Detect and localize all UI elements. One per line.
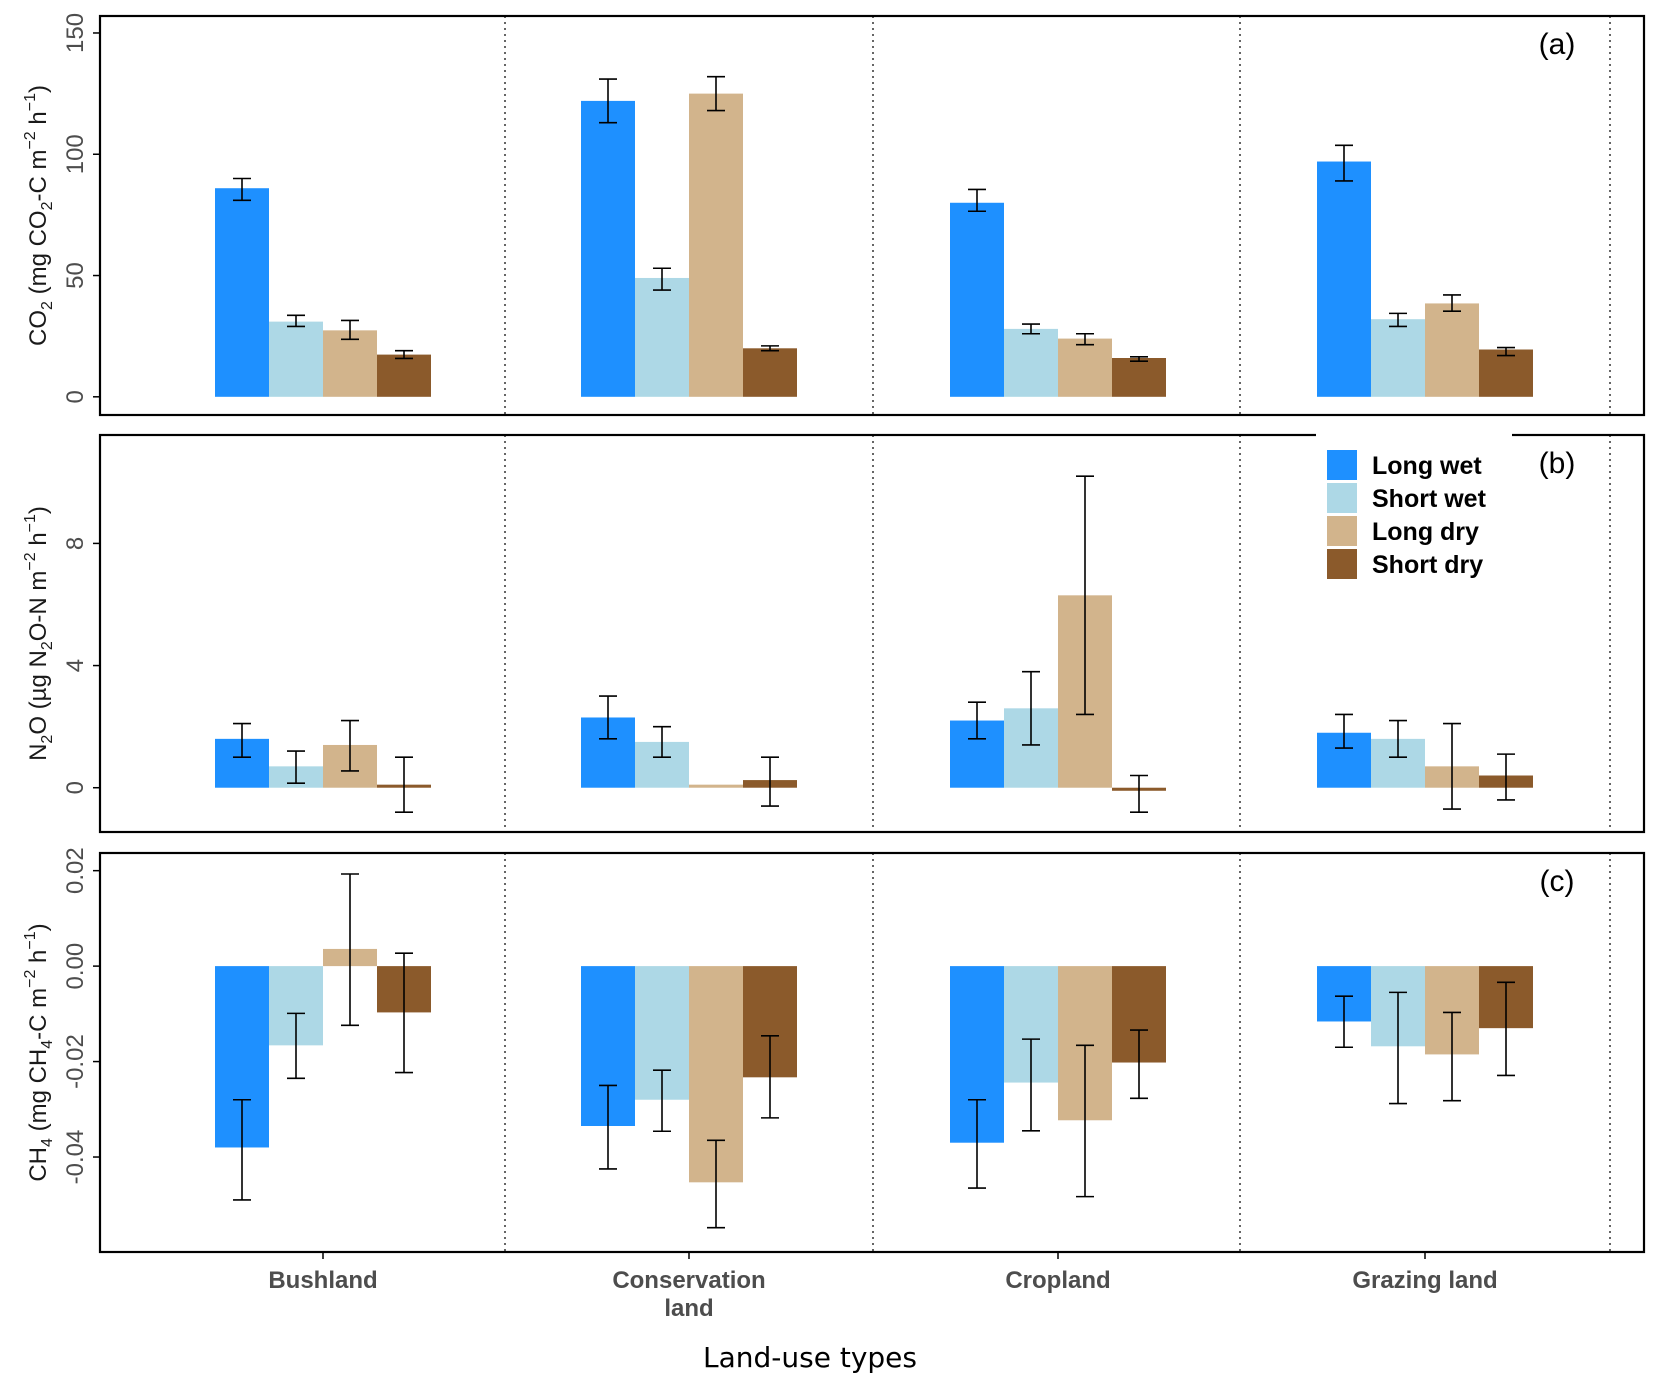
legend-swatch (1327, 549, 1357, 579)
y-axis-title-part: CO (25, 310, 52, 346)
y-tick-label: -0.02 (62, 1034, 89, 1089)
y-axis-title-part: 2 (39, 201, 56, 210)
x-tick-label: Bushland (268, 1267, 377, 1294)
legend-label: Long wet (1372, 452, 1482, 480)
y-axis-title-part: 2 (39, 301, 56, 310)
bar (689, 93, 743, 397)
y-tick-label: -0.04 (62, 1130, 89, 1185)
y-axis-title-part: (mg CO (25, 210, 52, 301)
bar (1479, 349, 1533, 397)
y-tick-label: 50 (62, 262, 89, 289)
y-axis-title-part: −1 (22, 931, 39, 949)
y-axis-title: N2O (µg N2O-N m−2 h−1) (22, 506, 56, 761)
y-axis-title: CH4 (mg CH4-C m−2 h−1) (22, 923, 56, 1181)
x-axis-title: Land-use types (703, 1341, 917, 1374)
y-axis-title-part: ) (25, 85, 52, 93)
panel-tag: (b) (1539, 447, 1576, 480)
y-axis-title-part: ) (25, 923, 52, 931)
bar (635, 277, 689, 397)
y-tick-label: 0 (62, 781, 89, 794)
bar (1317, 161, 1371, 397)
y-axis-title-part: CH (25, 1147, 52, 1182)
bar (689, 784, 743, 788)
y-axis-title-part: -C m (25, 988, 52, 1040)
y-axis-title-part: 2 (39, 641, 56, 650)
y-axis-title-part: N (25, 744, 52, 761)
y-axis-title-part: h (25, 950, 52, 970)
y-axis-title-part: 2 (39, 735, 56, 744)
y-tick-label: 0.00 (62, 943, 89, 990)
legend-label: Long dry (1372, 518, 1479, 546)
legend-swatch (1327, 483, 1357, 513)
y-axis-title-part: −2 (22, 552, 39, 570)
x-tick-label: Conservation (612, 1267, 765, 1294)
panel-frame (98, 14, 1646, 417)
bar (1058, 338, 1112, 397)
y-tick-label: 150 (62, 13, 89, 53)
legend-swatch (1327, 450, 1357, 480)
y-axis-title-part: −2 (22, 131, 39, 149)
legend-label: Short dry (1372, 551, 1483, 579)
y-axis-title-part: (mg CH (25, 1049, 52, 1138)
y-axis-title-part: ) (25, 506, 52, 514)
panel-tag: (a) (1539, 28, 1576, 61)
bar (1004, 328, 1058, 397)
y-axis-title-part: 4 (39, 1138, 56, 1147)
bar (743, 348, 797, 397)
bar (269, 321, 323, 397)
bar (1425, 303, 1479, 397)
y-axis-title-part: -C m (25, 150, 52, 202)
y-tick-label: 4 (62, 659, 89, 672)
bar (215, 188, 269, 397)
panel-frame (98, 851, 1646, 1254)
y-axis-title-part: O-N m (25, 571, 52, 642)
x-tick-label: Grazing land (1352, 1267, 1497, 1294)
bar (377, 354, 431, 397)
y-axis-title-part: −2 (22, 970, 39, 988)
legend-label: Short wet (1372, 485, 1487, 513)
bar (950, 202, 1004, 397)
legend-swatch (1327, 516, 1357, 546)
legend: Long wet Short wet Long dry Short dry (1316, 425, 1512, 579)
bar (581, 100, 635, 397)
bar (1112, 358, 1166, 397)
y-axis-title-part: O (µg N (25, 650, 52, 735)
y-axis-title-part: h (25, 532, 52, 552)
y-axis-title-part: h (25, 111, 52, 131)
y-tick-label: 100 (62, 134, 89, 174)
y-axis-title-part: −1 (22, 93, 39, 111)
x-tick-label: Cropland (1005, 1267, 1110, 1294)
y-axis-title-part: −1 (22, 514, 39, 532)
y-tick-label: 8 (62, 537, 89, 550)
bar (1371, 319, 1425, 397)
y-tick-label: 0.02 (62, 847, 89, 894)
panel-tag: (c) (1540, 865, 1575, 898)
panel-frame (98, 433, 1646, 834)
bar (323, 330, 377, 397)
y-axis-title-part: 4 (39, 1040, 56, 1049)
y-axis-title: CO2 (mg CO2-C m−2 h−1) (22, 85, 56, 346)
x-tick-label: land (664, 1295, 713, 1322)
y-tick-label: 0 (62, 390, 89, 403)
